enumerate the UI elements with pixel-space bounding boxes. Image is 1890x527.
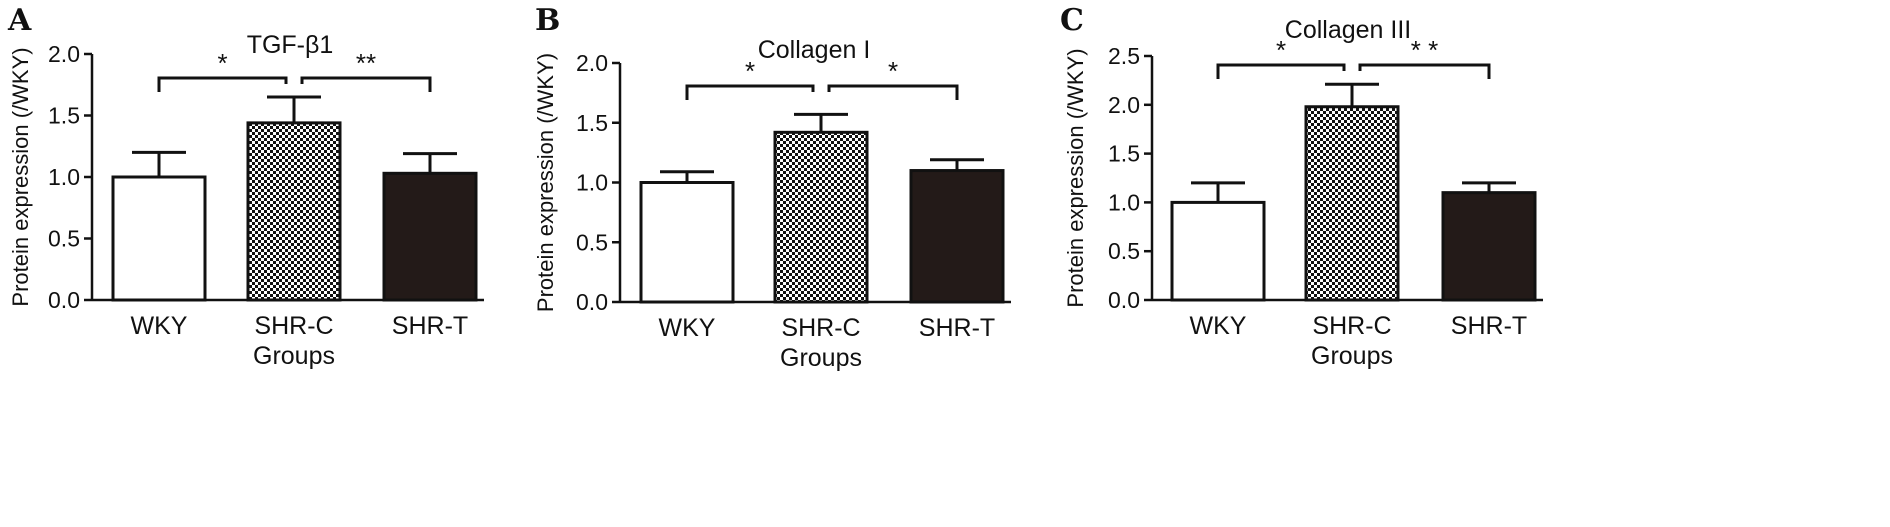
category-label: WKY <box>131 312 188 340</box>
significance-label: * <box>888 56 898 86</box>
chart-panel-a: A TGF-β1 0.0 0.5 1.0 1.5 2.0 Protein expression… <box>7 3 484 370</box>
chart-title: Collagen III <box>1285 16 1411 44</box>
significance-bracket: * <box>1216 35 1346 79</box>
y-tick-label: 2.0 <box>576 50 608 76</box>
category-label: WKY <box>659 314 716 342</box>
significance-bracket: * <box>827 56 959 100</box>
chart-panel-b: B Collagen I 0.0 0.5 1.0 1.5 2.0 Protein expres… <box>533 3 1011 372</box>
x-axis-label: Groups <box>1311 342 1393 370</box>
bar-shr-c <box>773 130 869 304</box>
y-axis-label: Protein expression (/WKY) <box>8 47 33 306</box>
bracket-line <box>157 76 288 92</box>
y-tick-label: 1.0 <box>48 164 80 190</box>
y-axis-label: Protein expression (/WKY) <box>1063 48 1088 307</box>
chart-panel-c: C Collagen III 0.0 0.5 1.0 1.5 2.0 2.5 Protein e… <box>1060 3 1543 370</box>
significance-bracket: * <box>685 56 815 100</box>
significance-label: * <box>217 48 227 78</box>
bracket-line <box>685 84 815 100</box>
y-tick-label: 1.5 <box>576 110 608 136</box>
bar-shr-c <box>1304 105 1400 302</box>
significance-bracket: * <box>157 48 288 92</box>
significance-label: * * <box>1411 35 1438 65</box>
category-label: SHR-T <box>1451 312 1527 340</box>
y-tick-label: 0.0 <box>576 289 608 315</box>
significance-bracket: * * <box>1358 35 1491 79</box>
category-label: SHR-C <box>1312 312 1391 340</box>
y-tick-label: 2.5 <box>1108 43 1140 69</box>
bar-shr-c <box>246 121 342 302</box>
bar-wky <box>1170 200 1266 302</box>
x-axis-label: Groups <box>780 344 862 372</box>
panel-letter: C <box>1060 3 1084 38</box>
significance-label: * <box>745 56 755 86</box>
panel-letter: A <box>7 3 32 38</box>
category-label: WKY <box>1190 312 1247 340</box>
x-axis-label: Groups <box>253 342 335 370</box>
y-tick-label: 0.0 <box>1108 287 1140 313</box>
y-tick-label: 0.5 <box>48 226 80 252</box>
significance-label: * <box>1276 35 1286 65</box>
bar-shr-t <box>909 169 1005 304</box>
bracket-line <box>1358 63 1491 79</box>
panel-letter: B <box>535 3 560 38</box>
category-label: SHR-C <box>254 312 333 340</box>
y-tick-label: 0.5 <box>1108 238 1140 264</box>
category-label: SHR-T <box>392 312 468 340</box>
bar-shr-t <box>1441 191 1537 302</box>
chart-title: TGF-β1 <box>247 31 334 59</box>
bracket-line <box>300 76 432 92</box>
bar-shr-t <box>382 171 478 302</box>
bar-wky <box>111 175 207 302</box>
bracket-line <box>827 84 959 100</box>
category-label: SHR-C <box>781 314 860 342</box>
chart-title: Collagen I <box>758 36 871 64</box>
y-tick-label: 1.0 <box>576 170 608 196</box>
y-tick-label: 2.0 <box>1108 92 1140 118</box>
y-axis-label: Protein expression (/WKY) <box>533 53 558 312</box>
bar-wky <box>639 181 735 304</box>
significance-bracket: ** <box>300 48 432 92</box>
significance-label: ** <box>356 48 376 78</box>
y-tick-label: 1.5 <box>1108 141 1140 167</box>
y-tick-label: 2.0 <box>48 41 80 67</box>
y-tick-label: 1.0 <box>1108 189 1140 215</box>
bracket-line <box>1216 63 1346 79</box>
y-tick-label: 0.0 <box>48 287 80 313</box>
y-tick-label: 0.5 <box>576 229 608 255</box>
category-label: SHR-T <box>919 314 995 342</box>
y-tick-label: 1.5 <box>48 103 80 129</box>
